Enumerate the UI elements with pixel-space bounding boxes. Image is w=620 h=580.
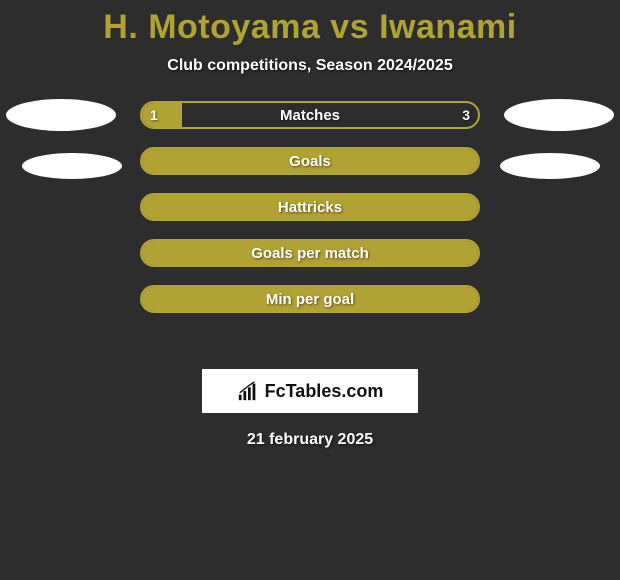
stat-row-matches: 1 Matches 3 [140,101,480,129]
stat-label: Matches [142,103,478,127]
date-text: 21 february 2025 [0,431,620,449]
stat-bars: 1 Matches 3 Goals Hattricks Goals per ma… [140,101,480,331]
stat-row-goals-per-match: Goals per match [140,239,480,267]
player-right-badge [504,99,614,131]
stat-row-goals: Goals [140,147,480,175]
stat-row-hattricks: Hattricks [140,193,480,221]
comparison-chart: 1 Matches 3 Goals Hattricks Goals per ma… [0,101,620,361]
stat-label: Min per goal [142,287,478,311]
stat-label: Goals per match [142,241,478,265]
subtitle: Club competitions, Season 2024/2025 [0,57,620,75]
branding-box: FcTables.com [202,369,418,413]
player-left-badge-small [22,153,122,179]
player-left-badge [6,99,116,131]
page-title: H. Motoyama vs Iwanami [0,0,620,47]
stat-value-right: 3 [462,103,470,127]
branding-text: FcTables.com [265,381,384,402]
stat-label: Hattricks [142,195,478,219]
fctables-logo-icon [237,380,259,402]
stat-row-min-per-goal: Min per goal [140,285,480,313]
stat-label: Goals [142,149,478,173]
player-right-badge-small [500,153,600,179]
